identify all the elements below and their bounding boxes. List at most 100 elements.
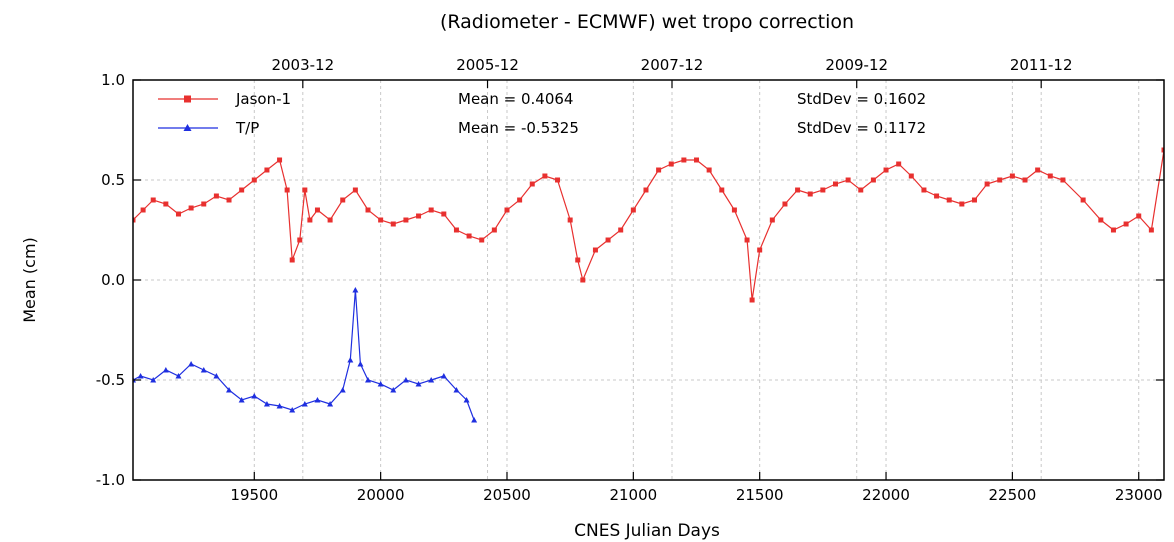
data-point-jason-1: [946, 197, 952, 203]
data-point-jason-1: [226, 197, 232, 203]
legend: Jason-1 Mean = 0.4064 StdDev = 0.1602 T/…: [158, 90, 926, 137]
x-tick-label: 22500: [989, 486, 1037, 504]
data-point-t-p: [339, 387, 346, 393]
data-point-jason-1: [706, 167, 712, 173]
data-point-jason-1: [643, 187, 649, 193]
data-point-jason-1: [277, 157, 283, 163]
data-point-jason-1: [1080, 197, 1086, 203]
data-point-jason-1: [428, 207, 434, 213]
data-point-jason-1: [782, 201, 788, 207]
x-tick-label: 23000: [1115, 486, 1163, 504]
data-point-jason-1: [719, 187, 725, 193]
data-point-jason-1: [340, 197, 346, 203]
y-tick-label: 0.0: [101, 271, 125, 289]
data-point-jason-1: [1148, 227, 1154, 233]
series-line-t-p: [133, 289, 475, 421]
data-point-jason-1: [971, 197, 977, 203]
data-point-jason-1: [188, 205, 194, 211]
data-point-jason-1: [618, 227, 624, 233]
data-point-jason-1: [1047, 173, 1053, 179]
data-point-jason-1: [1136, 213, 1142, 219]
data-point-jason-1: [378, 217, 384, 223]
data-point-jason-1: [896, 161, 902, 167]
data-point-jason-1: [466, 233, 472, 239]
stddev-label-jason-1: StdDev = 0.1602: [797, 90, 926, 108]
data-point-t-p: [428, 377, 435, 383]
data-point-t-p: [365, 377, 372, 383]
data-point-jason-1: [870, 177, 876, 183]
series-layer: [133, 147, 1164, 423]
data-point-t-p: [175, 373, 182, 379]
data-point-jason-1: [997, 177, 1003, 183]
data-point-jason-1: [984, 181, 990, 187]
data-point-jason-1: [133, 217, 136, 223]
data-point-jason-1: [959, 201, 965, 207]
plot-area: 19500 20000 20500 21000 21500 22000 22500 23000…: [96, 56, 1165, 504]
data-point-jason-1: [575, 257, 581, 263]
data-point-t-p: [289, 407, 296, 413]
data-point-t-p: [402, 377, 409, 383]
data-point-t-p: [188, 361, 195, 367]
stddev-label-tp: StdDev = 0.1172: [797, 119, 926, 137]
data-point-jason-1: [845, 177, 851, 183]
data-point-jason-1: [251, 177, 257, 183]
x-tick-label: 20500: [483, 486, 531, 504]
data-point-jason-1: [327, 217, 333, 223]
data-point-jason-1: [365, 207, 371, 213]
data-point-jason-1: [175, 211, 181, 217]
data-point-t-p: [440, 373, 447, 379]
data-point-jason-1: [140, 207, 146, 213]
data-point-jason-1: [297, 237, 303, 243]
data-point-t-p: [453, 387, 460, 393]
data-point-jason-1: [1161, 147, 1164, 153]
data-point-jason-1: [908, 173, 914, 179]
data-point-t-p: [263, 401, 270, 407]
data-point-jason-1: [284, 187, 290, 193]
top-tick-label: 2005-12: [456, 56, 519, 74]
data-point-jason-1: [529, 181, 535, 187]
top-tick-label: 2007-12: [641, 56, 704, 74]
legend-item-tp: T/P Mean = -0.5325 StdDev = 0.1172: [158, 119, 926, 137]
x-axis-label: CNES Julian Days: [574, 521, 720, 541]
data-point-t-p: [226, 387, 233, 393]
data-point-t-p: [463, 397, 470, 403]
y-tick-label: 1.0: [101, 71, 125, 89]
data-point-jason-1: [453, 227, 459, 233]
data-point-jason-1: [744, 237, 750, 243]
data-point-jason-1: [307, 217, 313, 223]
legend-item-jason-1: Jason-1 Mean = 0.4064 StdDev = 0.1602: [158, 90, 926, 108]
data-point-jason-1: [1110, 227, 1116, 233]
data-point-t-p: [377, 381, 384, 387]
data-point-jason-1: [757, 247, 763, 253]
data-point-jason-1: [150, 197, 156, 203]
data-point-jason-1: [352, 187, 358, 193]
data-point-jason-1: [239, 187, 245, 193]
top-tick-label: 2003-12: [271, 56, 334, 74]
data-point-t-p: [213, 373, 220, 379]
data-point-jason-1: [820, 187, 826, 193]
data-point-jason-1: [807, 191, 813, 197]
x-tick-label: 20000: [357, 486, 405, 504]
data-point-jason-1: [749, 297, 755, 303]
data-point-t-p: [162, 367, 169, 373]
data-point-jason-1: [668, 161, 674, 167]
data-point-jason-1: [213, 193, 219, 199]
data-point-jason-1: [858, 187, 864, 193]
data-point-jason-1: [567, 217, 573, 223]
data-point-jason-1: [795, 187, 801, 193]
y-tick-label: -1.0: [96, 471, 125, 489]
data-point-jason-1: [504, 207, 510, 213]
data-point-t-p: [137, 373, 144, 379]
series-line-jason-1: [133, 149, 1164, 301]
data-point-jason-1: [491, 227, 497, 233]
data-point-jason-1: [630, 207, 636, 213]
data-point-jason-1: [314, 207, 320, 213]
data-point-t-p: [276, 403, 283, 409]
y-tick-label: 0.5: [101, 171, 125, 189]
y-axis-label: Mean (cm): [20, 237, 39, 323]
data-point-jason-1: [289, 257, 295, 263]
data-point-jason-1: [542, 173, 548, 179]
data-point-jason-1: [1035, 167, 1041, 173]
x-tick-label: 22000: [862, 486, 910, 504]
